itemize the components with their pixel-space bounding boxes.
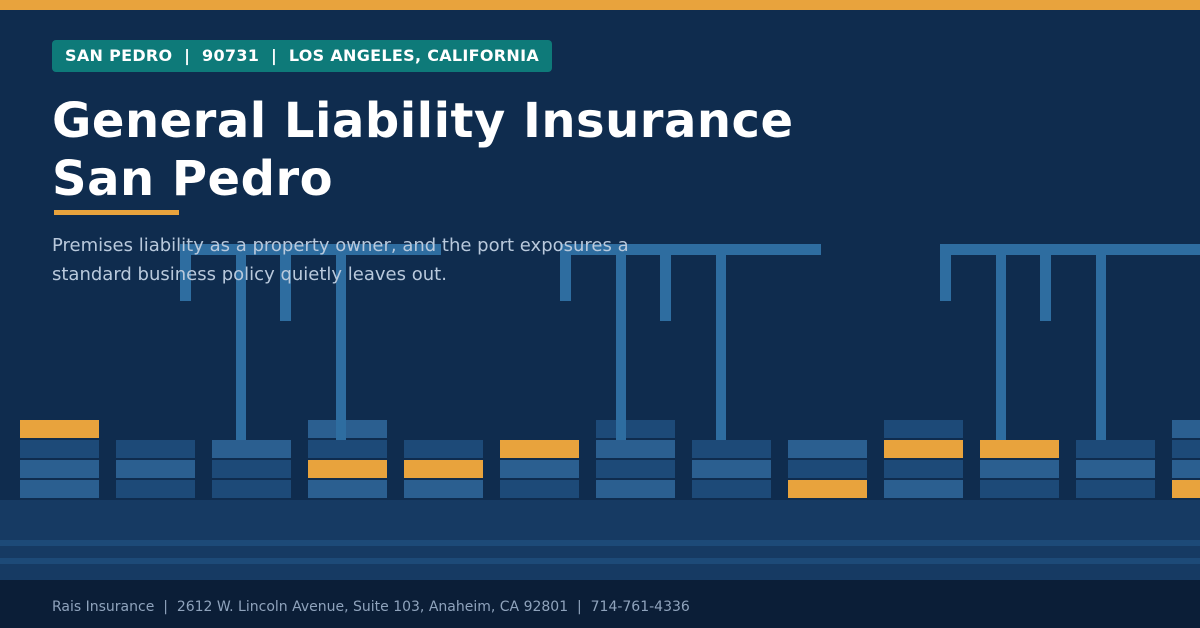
footer-contact: Rais Insurance | 2612 W. Lincoln Avenue,… [52, 599, 690, 615]
shipping-container [212, 460, 291, 478]
shipping-container [884, 420, 963, 438]
shipping-container [1172, 440, 1200, 458]
shipping-container [308, 440, 387, 458]
shipping-container [596, 440, 675, 458]
shipping-container [692, 460, 771, 478]
shipping-container [20, 460, 99, 478]
shipping-container [20, 420, 99, 438]
shipping-container [308, 420, 387, 438]
crane-leg [616, 255, 626, 440]
title-underline [54, 210, 179, 215]
crane-boom [180, 244, 441, 255]
shipping-container [20, 480, 99, 498]
shipping-container [500, 460, 579, 478]
title-line-2: San Pedro [52, 151, 334, 207]
shipping-container [116, 440, 195, 458]
footer-bar [0, 580, 1200, 628]
shipping-container [884, 480, 963, 498]
crane-hook [560, 255, 571, 301]
crane-leg [236, 255, 246, 440]
shipping-container [596, 420, 675, 438]
shipping-container [1172, 480, 1200, 498]
shipping-container [404, 480, 483, 498]
title-line-1: General Liability Insurance [52, 93, 794, 149]
shipping-container [1172, 420, 1200, 438]
crane-leg [1096, 255, 1106, 440]
shipping-container [404, 440, 483, 458]
shipping-container [788, 480, 867, 498]
crane-hook [660, 255, 671, 321]
shipping-container [308, 460, 387, 478]
subtitle-line-2: standard business policy quietly leaves … [52, 264, 447, 285]
shipping-container [1076, 440, 1155, 458]
subtitle: Premises liability as a property owner, … [52, 231, 629, 289]
water-stripe [0, 540, 1200, 546]
shipping-container [788, 440, 867, 458]
crane-boom [940, 244, 1200, 255]
shipping-container [884, 440, 963, 458]
shipping-container [884, 460, 963, 478]
crane-leg [996, 255, 1006, 440]
top-accent-bar [0, 0, 1200, 10]
shipping-container [596, 480, 675, 498]
shipping-container [980, 480, 1059, 498]
shipping-container [500, 440, 579, 458]
shipping-container [788, 460, 867, 478]
shipping-container [596, 460, 675, 478]
shipping-container [1076, 480, 1155, 498]
crane-hook [940, 255, 951, 301]
shipping-container [116, 460, 195, 478]
shipping-container [212, 480, 291, 498]
shipping-container [116, 480, 195, 498]
shipping-container [692, 480, 771, 498]
shipping-container [308, 480, 387, 498]
crane-hook [280, 255, 291, 321]
location-tag: SAN PEDRO | 90731 | LOS ANGELES, CALIFOR… [52, 40, 553, 72]
crane-boom [560, 244, 821, 255]
crane-leg [716, 255, 726, 440]
shipping-container [692, 440, 771, 458]
page-title: General Liability Insurance San Pedro [52, 92, 794, 208]
shipping-container [1172, 460, 1200, 478]
shipping-container [20, 440, 99, 458]
water-stripe [0, 558, 1200, 564]
shipping-container [980, 460, 1059, 478]
crane-leg [336, 255, 346, 440]
shipping-container [404, 460, 483, 478]
shipping-container [980, 440, 1059, 458]
shipping-container [500, 480, 579, 498]
subtitle-line-1: Premises liability as a property owner, … [52, 235, 629, 256]
crane-hook [1040, 255, 1051, 321]
crane-hook [180, 255, 191, 301]
shipping-container [1076, 460, 1155, 478]
shipping-container [212, 440, 291, 458]
